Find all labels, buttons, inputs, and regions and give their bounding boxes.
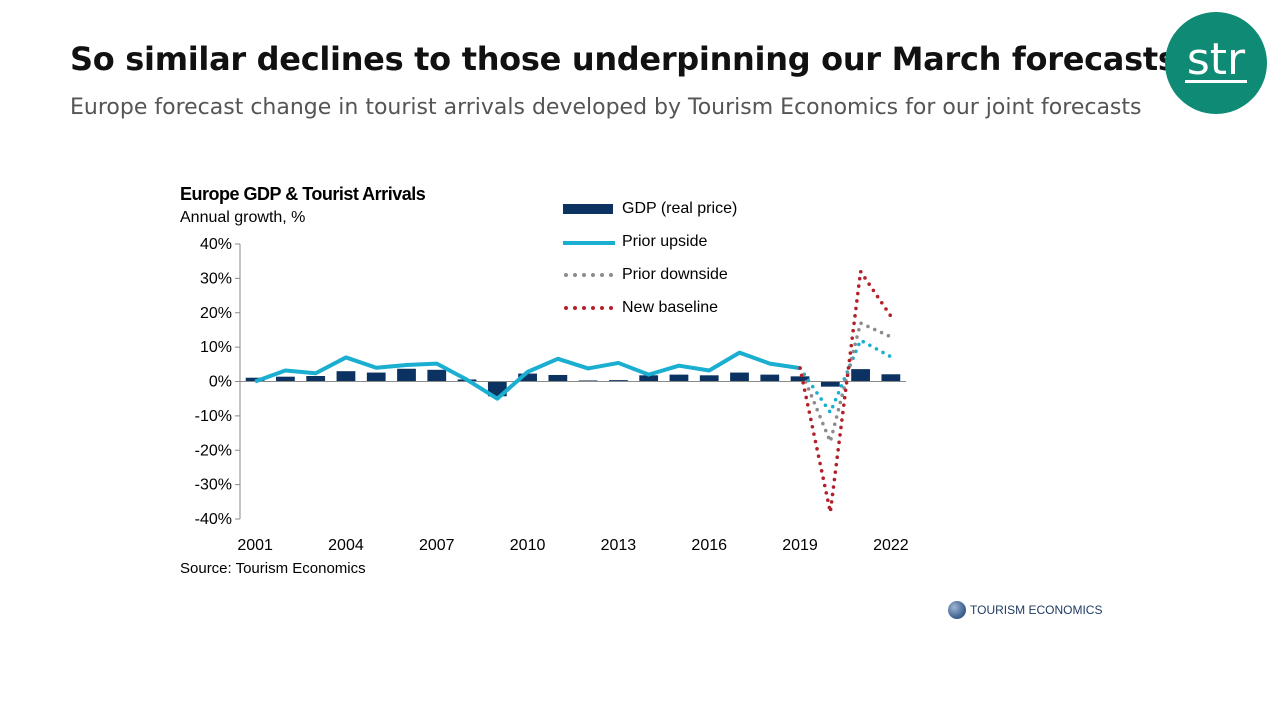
gdp-bar (639, 375, 659, 382)
chart-y-axis-label: Annual growth, % (180, 209, 306, 226)
x-tick-label: 2004 (328, 537, 364, 554)
slide-subtitle: Europe forecast change in tourist arriva… (70, 95, 1142, 120)
gdp-bar (518, 373, 537, 382)
gdp-bar (548, 374, 568, 382)
prior-upside-forecast-dotted-line (798, 338, 893, 415)
gdp-bar (306, 376, 326, 382)
gdp-bar (397, 368, 416, 382)
gdp-bar (427, 369, 447, 382)
legend-label-downside: Prior downside (622, 266, 728, 283)
x-tick-label: 2013 (601, 537, 637, 554)
legend-swatch-upside (563, 241, 615, 245)
y-tick-label: -40% (195, 511, 232, 528)
chart-title: Europe GDP & Tourist Arrivals (180, 184, 426, 204)
x-tick-label: 2022 (873, 537, 909, 554)
legend-label-baseline: New baseline (622, 299, 719, 316)
gdp-bar (578, 380, 598, 382)
gdp-bar (699, 375, 719, 382)
gdp-bar (609, 380, 628, 382)
y-tick-label: -20% (195, 442, 232, 459)
y-tick-label: 10% (200, 339, 232, 356)
gdp-bar (851, 369, 870, 382)
x-tick-label: 2001 (237, 537, 273, 554)
x-tick-label: 2007 (419, 537, 455, 554)
x-tick-label: 2019 (782, 537, 818, 554)
legend-swatch-gdp (563, 204, 613, 214)
y-tick-label: 0% (209, 374, 232, 391)
y-tick-label: 30% (200, 270, 232, 287)
prior-upside-line (254, 350, 801, 401)
legend-label-gdp: GDP (real price) (622, 200, 738, 217)
gdp-bar (760, 374, 780, 382)
globe-icon (948, 601, 966, 619)
gdp-bar (730, 372, 749, 382)
chart-source: Source: Tourism Economics (180, 560, 366, 577)
slide-title: So similar declines to those underpinnin… (70, 40, 1177, 78)
gdp-bar (881, 374, 901, 382)
x-tick-label: 2016 (691, 537, 727, 554)
new-baseline-dotted-line (798, 269, 893, 514)
logo-text: str (1184, 34, 1248, 85)
tourism-economics-logo: TOURISM ECONOMICS (948, 601, 1102, 619)
gdp-bar (790, 376, 810, 382)
gdp-bar (820, 381, 840, 387)
y-tick-label: 40% (200, 236, 232, 253)
y-tick-label: -10% (195, 408, 232, 425)
tourism-economics-text: TOURISM ECONOMICS (970, 603, 1103, 617)
legend-swatch-downside (564, 273, 617, 277)
gdp-bar (276, 376, 295, 382)
legend-swatch-baseline (564, 306, 617, 310)
gdp-bar (336, 371, 356, 382)
gdp-bar (669, 374, 689, 382)
x-tick-label: 2010 (510, 537, 546, 554)
gdp-bar (366, 372, 386, 382)
str-logo: str (1165, 12, 1267, 114)
y-tick-label: 20% (200, 305, 232, 322)
legend-label-upside: Prior upside (622, 233, 708, 250)
y-tick-label: -30% (195, 477, 232, 494)
